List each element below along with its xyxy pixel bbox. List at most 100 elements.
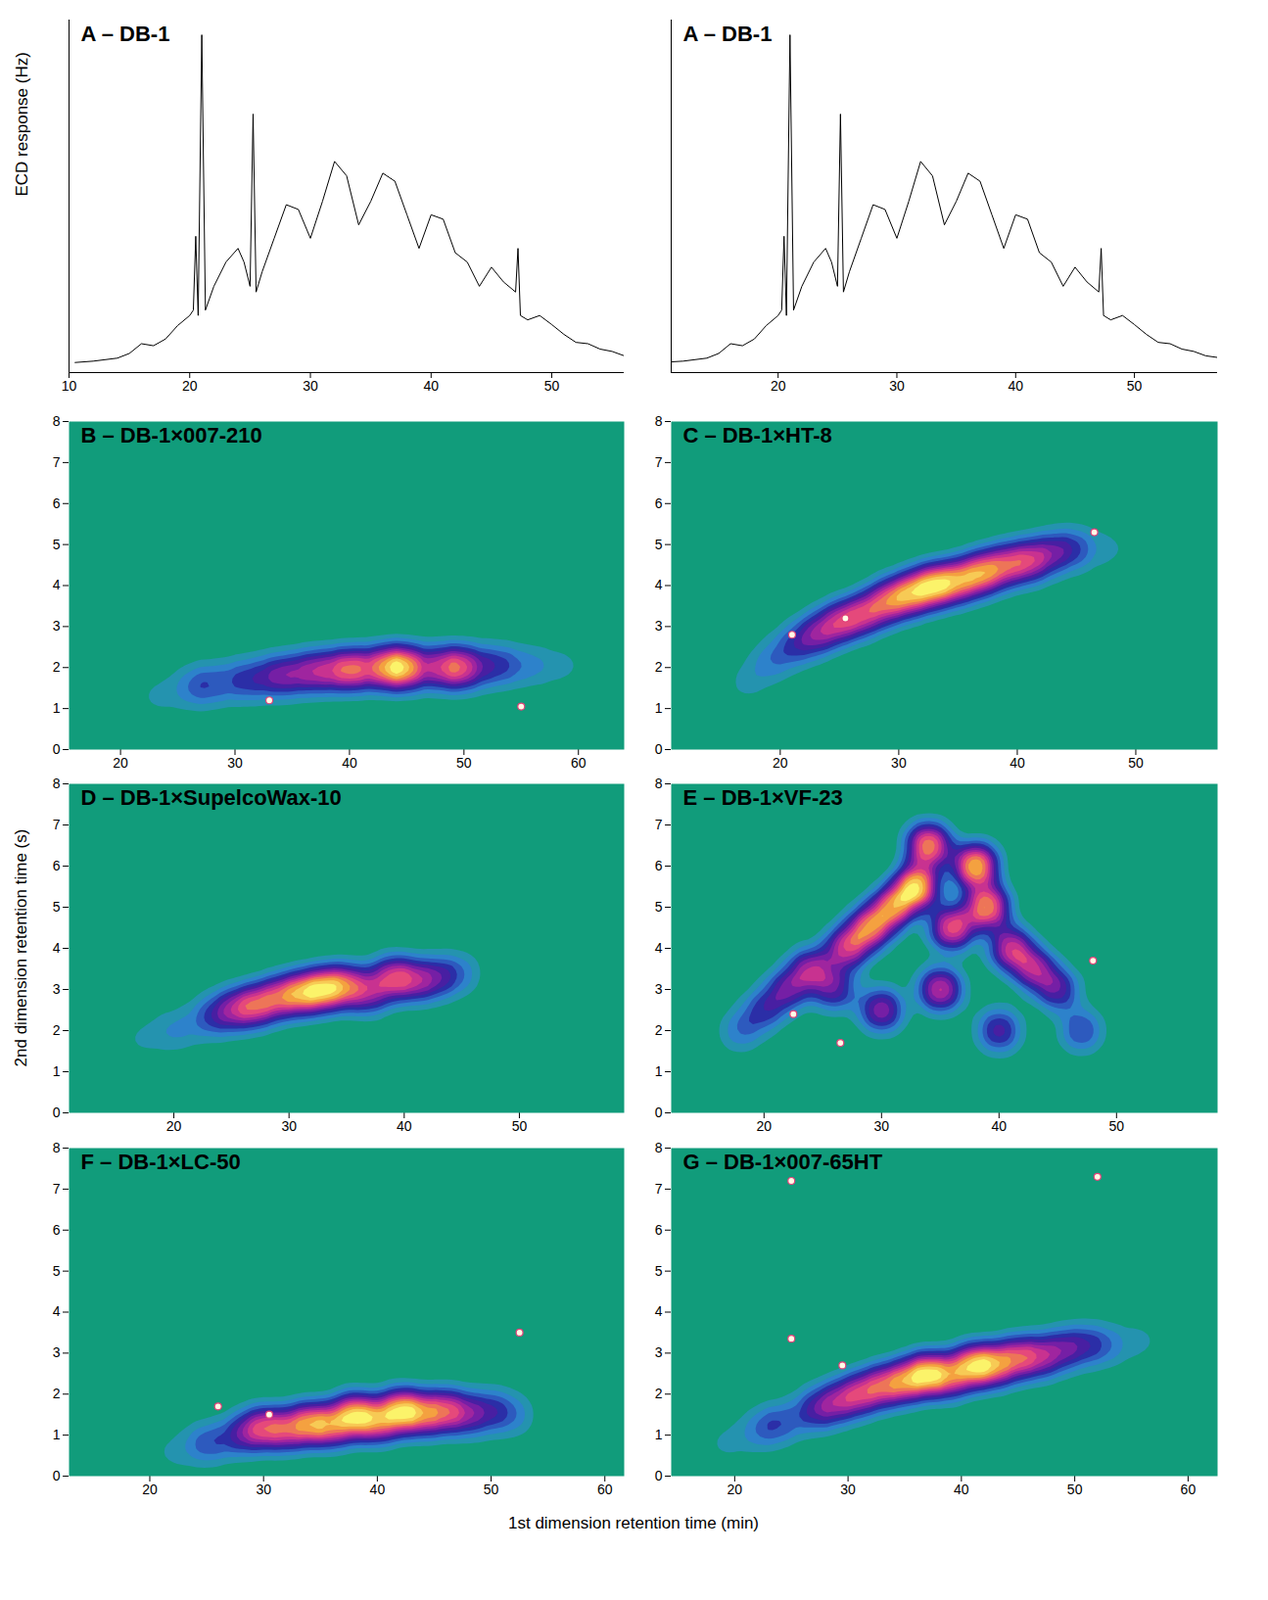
svg-text:4: 4	[655, 1303, 663, 1319]
svg-text:7: 7	[655, 1180, 663, 1197]
svg-text:0: 0	[52, 1104, 61, 1121]
svg-text:4: 4	[52, 939, 61, 956]
svg-text:30: 30	[874, 1118, 891, 1134]
svg-text:4: 4	[655, 939, 663, 956]
svg-text:40: 40	[396, 1118, 413, 1134]
svg-text:30: 30	[227, 754, 243, 771]
svg-text:50: 50	[483, 1481, 500, 1498]
html-text:2nd dimension retention time (: 2nd dimension retention time (s)	[11, 828, 31, 1067]
svg-text:6: 6	[52, 1221, 61, 1238]
svg-text:30: 30	[281, 1118, 297, 1134]
svg-text:2: 2	[52, 1022, 61, 1038]
svg-text:50: 50	[1067, 1481, 1083, 1498]
svg-text:3: 3	[52, 1344, 61, 1361]
svg-text:40: 40	[422, 377, 439, 394]
svg-text:5: 5	[52, 898, 61, 915]
svg-text:G – DB-1×007-65HT: G – DB-1×007-65HT	[683, 1149, 884, 1175]
svg-text:40: 40	[341, 754, 358, 771]
svg-text:6: 6	[655, 1221, 663, 1238]
svg-text:50: 50	[1127, 377, 1143, 394]
svg-text:50: 50	[544, 377, 561, 394]
svg-text:F – DB-1×LC-50: F – DB-1×LC-50	[81, 1149, 241, 1175]
svg-text:30: 30	[255, 1481, 272, 1498]
svg-text:A – DB-1: A – DB-1	[81, 21, 171, 47]
svg-text:B – DB-1×007-210: B – DB-1×007-210	[81, 422, 263, 448]
svg-text:4: 4	[52, 576, 61, 593]
svg-text:30: 30	[889, 377, 905, 394]
svg-text:20: 20	[141, 1481, 158, 1498]
svg-text:30: 30	[302, 377, 319, 394]
svg-text:5: 5	[52, 536, 61, 553]
svg-text:50: 50	[456, 754, 472, 771]
svg-text:1: 1	[655, 700, 663, 716]
svg-text:50: 50	[512, 1118, 528, 1134]
svg-text:40: 40	[953, 1481, 970, 1498]
svg-text:3: 3	[655, 1344, 663, 1361]
svg-text:50: 50	[1127, 754, 1144, 771]
svg-text:7: 7	[655, 816, 663, 833]
svg-text:50: 50	[1109, 1118, 1126, 1134]
svg-text:30: 30	[891, 754, 907, 771]
svg-text:1: 1	[52, 1426, 61, 1443]
svg-text:0: 0	[52, 741, 61, 757]
svg-text:0: 0	[655, 741, 663, 757]
svg-text:60: 60	[597, 1481, 613, 1498]
svg-text:6: 6	[655, 495, 663, 512]
svg-text:20: 20	[166, 1118, 183, 1134]
svg-text:ECD response (Hz): ECD response (Hz)	[12, 51, 32, 196]
svg-text:6: 6	[52, 495, 61, 512]
svg-text:6: 6	[655, 857, 663, 874]
svg-text:40: 40	[1007, 377, 1024, 394]
svg-text:C – DB-1×HT-8: C – DB-1×HT-8	[683, 422, 833, 448]
svg-text:2: 2	[52, 658, 61, 675]
svg-text:8: 8	[52, 413, 61, 429]
svg-text:60: 60	[570, 754, 587, 771]
svg-text:D – DB-1×SupelcoWax-10: D – DB-1×SupelcoWax-10	[81, 785, 342, 810]
svg-text:8: 8	[655, 1139, 663, 1156]
svg-text:2: 2	[655, 658, 663, 675]
svg-text:4: 4	[655, 576, 663, 593]
svg-text:20: 20	[756, 1118, 773, 1134]
svg-text:2: 2	[655, 1385, 663, 1402]
svg-text:1: 1	[52, 700, 61, 716]
svg-text:5: 5	[655, 536, 663, 553]
svg-text:E – DB-1×VF-23: E – DB-1×VF-23	[683, 785, 844, 810]
svg-text:20: 20	[112, 754, 129, 771]
svg-text:5: 5	[655, 1263, 663, 1279]
svg-text:40: 40	[370, 1481, 386, 1498]
svg-text:0: 0	[52, 1467, 61, 1484]
svg-text:1: 1	[655, 1063, 663, 1080]
svg-text:0: 0	[655, 1104, 663, 1121]
svg-text:3: 3	[52, 617, 61, 634]
svg-text:30: 30	[840, 1481, 856, 1498]
svg-text:8: 8	[655, 413, 663, 429]
svg-text:20: 20	[727, 1481, 744, 1498]
svg-text:4: 4	[52, 1303, 61, 1319]
svg-text:3: 3	[655, 981, 663, 997]
svg-text:3: 3	[52, 981, 61, 997]
svg-text:20: 20	[772, 754, 789, 771]
svg-text:7: 7	[52, 454, 61, 470]
svg-text:5: 5	[655, 898, 663, 915]
svg-text:8: 8	[655, 775, 663, 792]
svg-text:7: 7	[655, 454, 663, 470]
svg-text:1: 1	[52, 1063, 61, 1080]
svg-text:10: 10	[61, 377, 78, 394]
svg-text:20: 20	[770, 377, 787, 394]
svg-text:8: 8	[52, 1139, 61, 1156]
svg-text:7: 7	[52, 1180, 61, 1197]
svg-text:1: 1	[655, 1426, 663, 1443]
svg-text:7: 7	[52, 816, 61, 833]
svg-text:2: 2	[52, 1385, 61, 1402]
svg-text:3: 3	[655, 617, 663, 634]
svg-text:8: 8	[52, 775, 61, 792]
svg-text:5: 5	[52, 1263, 61, 1279]
svg-text:20: 20	[182, 377, 198, 394]
svg-text:0: 0	[655, 1467, 663, 1484]
svg-text:40: 40	[991, 1118, 1008, 1134]
svg-text:6: 6	[52, 857, 61, 874]
svg-text:2: 2	[655, 1022, 663, 1038]
svg-text:60: 60	[1180, 1481, 1197, 1498]
svg-text:40: 40	[1009, 754, 1026, 771]
svg-text:A – DB-1: A – DB-1	[683, 21, 773, 47]
